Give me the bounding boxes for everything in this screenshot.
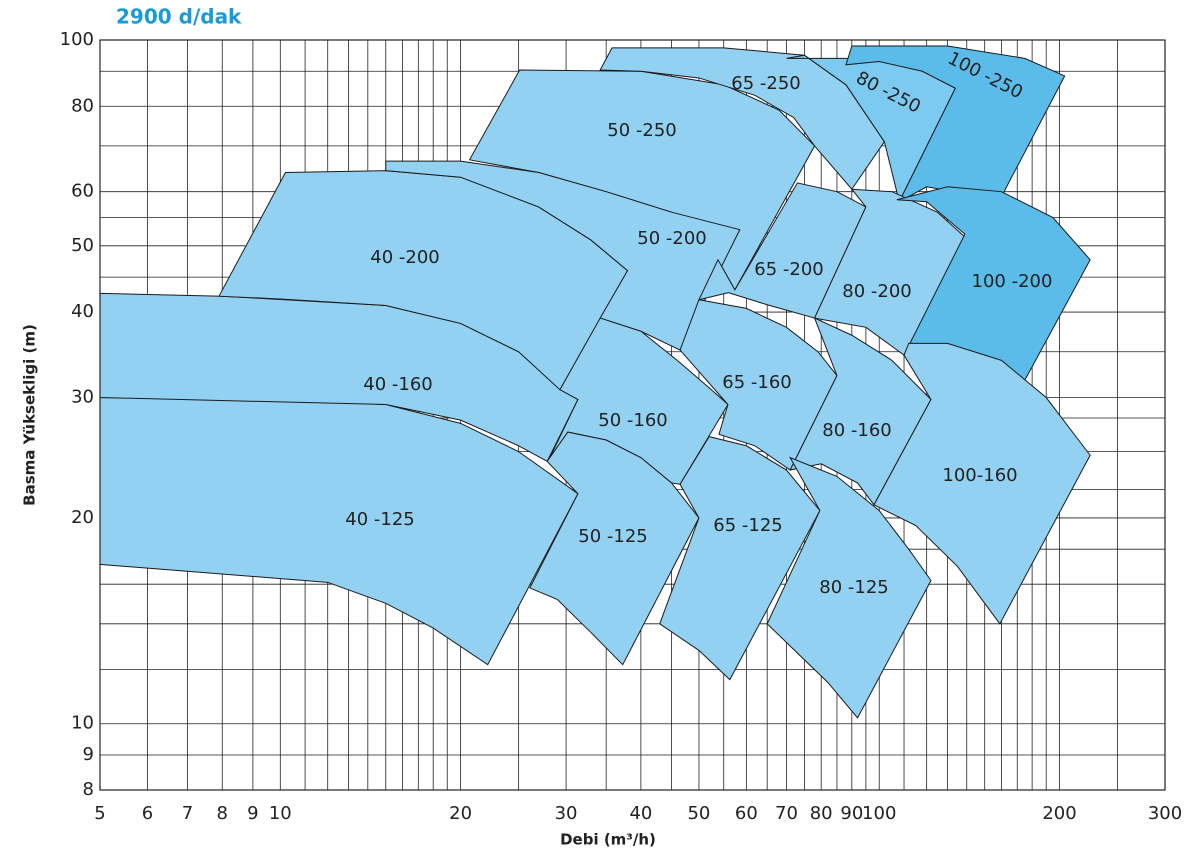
chart-title: 2900 d/dak	[116, 5, 242, 29]
pump-region	[659, 436, 821, 681]
pump-region	[766, 456, 932, 719]
region-label: 100 -200	[972, 271, 1053, 292]
region-label: 50 -200	[637, 228, 706, 249]
y-axis-label: Basma Yüksekligi (m)	[21, 324, 39, 506]
x-tick-label: 300	[1148, 803, 1182, 824]
region-label: 65 -125	[713, 515, 782, 536]
x-tick-label: 10	[269, 803, 292, 824]
x-tick-label: 6	[142, 803, 153, 824]
region-label: 50 -125	[578, 526, 647, 547]
x-tick-label: 50	[687, 803, 710, 824]
x-tick-label: 60	[735, 803, 758, 824]
x-tick-label: 20	[449, 803, 472, 824]
region-label: 65 -250	[731, 73, 800, 94]
y-tick-label: 30	[71, 387, 94, 408]
y-tick-label: 8	[83, 779, 94, 800]
x-tick-label: 5	[94, 803, 105, 824]
plot-frame	[99, 39, 1166, 791]
y-tick-label: 9	[83, 744, 94, 765]
region-label: 80 -125	[819, 577, 888, 598]
region-label: 100-160	[942, 465, 1017, 486]
pump-region	[789, 317, 932, 506]
y-tick-label: 20	[71, 507, 94, 528]
y-tick-label: 60	[71, 181, 94, 202]
region-label: 40 -125	[345, 509, 414, 530]
x-tick-label: 100	[862, 803, 896, 824]
x-tick-label: 40	[629, 803, 652, 824]
region-label: 50 -160	[598, 410, 667, 431]
region-label: 50 -250	[607, 120, 676, 141]
x-tick-label: 8	[217, 803, 228, 824]
pump-region	[529, 431, 700, 666]
region-label: 40 -200	[370, 247, 439, 268]
y-tick-label: 50	[71, 235, 94, 256]
region-label: 80 -200	[842, 281, 911, 302]
y-tick-label: 40	[71, 301, 94, 322]
x-tick-label: 9	[247, 803, 258, 824]
region-label: 80 -160	[822, 420, 891, 441]
x-tick-label: 7	[182, 803, 193, 824]
x-tick-label: 30	[555, 803, 578, 824]
region-label: 65 -200	[754, 259, 823, 280]
y-tick-label: 100	[60, 29, 94, 50]
region-label: 65 -160	[722, 372, 791, 393]
x-axis-label: Debi (m³/h)	[560, 831, 656, 849]
region-label: 40 -160	[363, 374, 432, 395]
x-tick-label: 90	[840, 803, 863, 824]
pump-region	[873, 342, 1091, 625]
x-tick-label: 200	[1042, 803, 1076, 824]
x-tick-label: 80	[810, 803, 833, 824]
x-tick-label: 70	[775, 803, 798, 824]
y-tick-label: 10	[71, 713, 94, 734]
y-tick-label: 80	[71, 95, 94, 116]
